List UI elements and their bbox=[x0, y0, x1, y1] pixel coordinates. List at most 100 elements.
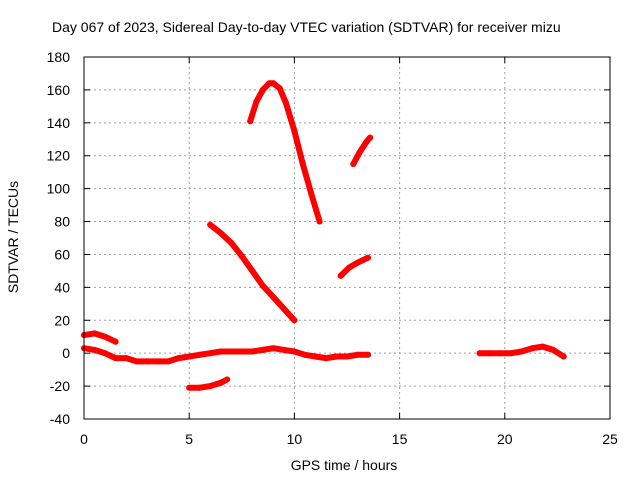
data-point-s2 bbox=[186, 353, 193, 360]
data-point-s2 bbox=[280, 346, 287, 353]
plot-frame bbox=[83, 56, 611, 420]
data-point-s7 bbox=[356, 149, 363, 156]
data-point-s2 bbox=[112, 355, 119, 362]
data-point-s2 bbox=[175, 355, 182, 362]
series-line-s6 bbox=[337, 254, 371, 279]
data-point-s5 bbox=[299, 161, 306, 167]
data-point-s2 bbox=[207, 350, 214, 357]
data-point-s7 bbox=[367, 134, 374, 141]
tick-labels: 0 5 10 15 20 25 -40 -20 0 20 40 60 80 100 120 140 160 180 bbox=[47, 49, 618, 447]
data-point-s6 bbox=[346, 264, 353, 271]
data-point-s2 bbox=[291, 348, 298, 355]
y-tick-label: 20 bbox=[54, 312, 70, 328]
series-line-s7 bbox=[350, 134, 374, 167]
data-point-s2 bbox=[238, 348, 245, 355]
data-point-s8 bbox=[518, 348, 525, 355]
data-point-s3 bbox=[224, 376, 231, 383]
y-tick-label: 40 bbox=[54, 279, 70, 295]
data-point-s2 bbox=[123, 355, 130, 362]
y-tick-label: 100 bbox=[47, 181, 71, 197]
data-point-s3 bbox=[186, 384, 193, 391]
data-point-s8 bbox=[487, 350, 494, 357]
data-point-s2 bbox=[217, 348, 224, 355]
data-point-s8 bbox=[497, 350, 504, 357]
data-point-s4 bbox=[270, 294, 277, 301]
data-point-s4 bbox=[228, 239, 235, 246]
data-point-s2 bbox=[312, 353, 319, 360]
data-point-s8 bbox=[476, 350, 483, 357]
data-point-s5 bbox=[316, 218, 323, 225]
data-point-s3 bbox=[196, 384, 203, 391]
data-point-s2 bbox=[91, 346, 98, 353]
data-point-s8 bbox=[539, 343, 546, 350]
data-point-s3 bbox=[207, 383, 214, 390]
data-point-s5 bbox=[247, 118, 254, 125]
data-point-s5 bbox=[291, 128, 298, 134]
data-point-s5 bbox=[308, 190, 315, 197]
data-point-s4 bbox=[207, 221, 214, 228]
grid-lines bbox=[84, 57, 610, 419]
data-point-s7 bbox=[362, 139, 369, 146]
data-point-s7 bbox=[350, 161, 357, 167]
series-line-s1 bbox=[81, 330, 119, 345]
data-point-s1 bbox=[102, 333, 108, 340]
data-point-s2 bbox=[133, 358, 140, 365]
data-point-s2 bbox=[154, 358, 161, 365]
data-point-s5 bbox=[253, 98, 260, 105]
data-point-s1 bbox=[91, 330, 98, 337]
data-point-s2 bbox=[333, 353, 340, 360]
data-point-s5 bbox=[266, 80, 273, 87]
data-point-s8 bbox=[508, 350, 515, 357]
data-point-s6 bbox=[337, 272, 344, 279]
y-axis-label: SDTVAR / TECUs bbox=[5, 181, 21, 293]
data-point-s3 bbox=[217, 379, 224, 386]
data-point-s2 bbox=[228, 348, 235, 355]
x-tick-label: 15 bbox=[392, 431, 408, 447]
chart-title: Day 067 of 2023, Sidereal Day-to-day VTE… bbox=[52, 19, 561, 35]
data-point-s2 bbox=[259, 346, 266, 353]
y-tick-label: 180 bbox=[47, 49, 71, 65]
series-line-s2 bbox=[81, 345, 371, 365]
data-point-s4 bbox=[291, 317, 298, 324]
y-tick-label: 120 bbox=[47, 148, 71, 164]
data-point-s2 bbox=[165, 358, 172, 365]
data-point-s4 bbox=[249, 267, 256, 274]
data-point-s2 bbox=[344, 353, 350, 360]
y-tick-label: 80 bbox=[54, 214, 70, 230]
y-tick-label: 140 bbox=[47, 115, 71, 131]
data-point-s2 bbox=[365, 351, 371, 358]
data-point-s6 bbox=[365, 254, 371, 261]
data-point-s2 bbox=[102, 350, 108, 357]
y-tick-label: 160 bbox=[47, 82, 71, 98]
data-point-s2 bbox=[354, 351, 361, 358]
data-point-s5 bbox=[276, 85, 283, 92]
data-point-s4 bbox=[259, 282, 266, 289]
data-point-s2 bbox=[249, 348, 256, 355]
y-tick-label: -40 bbox=[50, 411, 70, 427]
data-point-s8 bbox=[550, 346, 557, 353]
data-point-s6 bbox=[354, 259, 361, 266]
data-point-s2 bbox=[144, 358, 151, 365]
x-tick-label: 5 bbox=[185, 431, 193, 447]
data-point-s5 bbox=[270, 80, 277, 87]
data-point-s1 bbox=[112, 338, 119, 345]
data-point-s8 bbox=[560, 353, 567, 360]
data-point-s2 bbox=[323, 355, 329, 362]
data-point-s2 bbox=[270, 345, 277, 352]
data-point-s4 bbox=[217, 230, 224, 237]
x-tick-label: 0 bbox=[80, 431, 88, 447]
data-point-s8 bbox=[529, 345, 536, 352]
y-tick-label: 0 bbox=[62, 345, 70, 361]
data-point-s5 bbox=[283, 100, 289, 107]
x-tick-label: 20 bbox=[497, 431, 513, 447]
x-axis-label: GPS time / hours bbox=[291, 457, 398, 473]
data-point-s2 bbox=[301, 351, 308, 358]
y-tick-label: 60 bbox=[54, 246, 70, 262]
data-point-s2 bbox=[196, 351, 203, 358]
data-point-s4 bbox=[238, 253, 245, 260]
x-tick-label: 10 bbox=[287, 431, 303, 447]
data-point-s4 bbox=[280, 305, 287, 312]
x-tick-label: 25 bbox=[602, 431, 618, 447]
y-tick-label: -20 bbox=[50, 378, 70, 394]
